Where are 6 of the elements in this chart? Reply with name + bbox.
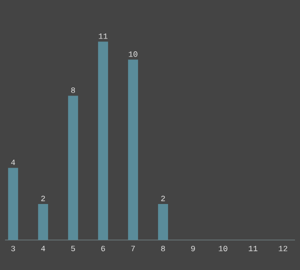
bar xyxy=(38,204,48,240)
bar xyxy=(98,42,108,240)
bar xyxy=(158,204,168,240)
bar xyxy=(128,60,138,240)
bar xyxy=(68,96,78,240)
bar xyxy=(8,168,18,240)
